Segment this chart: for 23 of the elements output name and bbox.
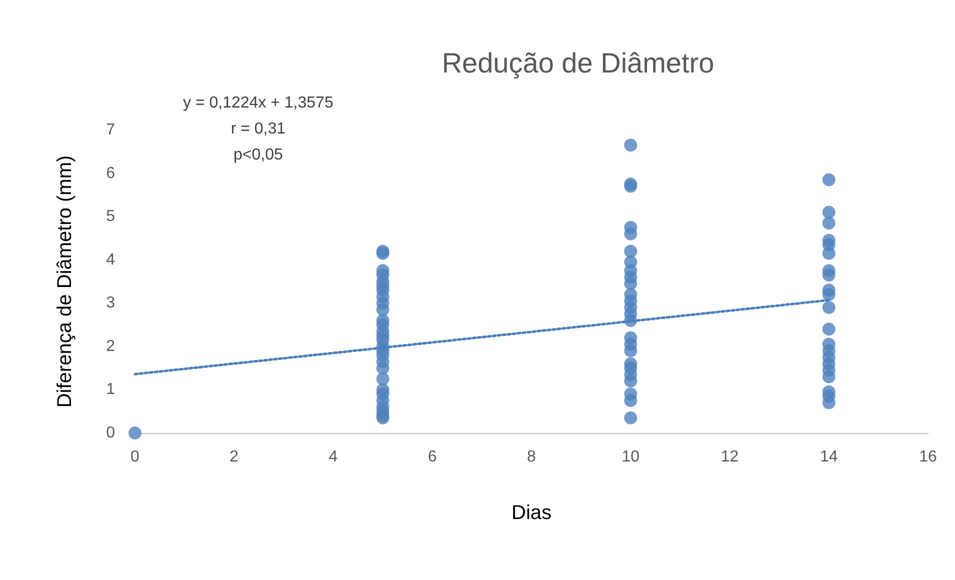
annotation: r = 0,31: [230, 120, 286, 138]
y-axis-title: Diferença de Diâmetro (mm): [54, 155, 76, 408]
x-tick-label: 12: [720, 448, 739, 466]
x-tick-label: 14: [820, 448, 838, 466]
y-tick-label: 7: [106, 122, 116, 138]
x-tick-label: 8: [527, 448, 536, 466]
x-tick-label: 10: [622, 448, 640, 466]
chart-title: Redução de Diâmetro: [442, 48, 714, 78]
y-tick-label: 5: [106, 208, 116, 226]
y-tick-label: 4: [106, 251, 116, 268]
x-tick-label: 0: [130, 448, 140, 466]
x-tick-label: 6: [428, 448, 437, 466]
y-tick-label: 0: [106, 424, 116, 442]
x-tick-label: 16: [919, 448, 937, 466]
annotation: p<0,05: [233, 146, 283, 164]
y-tick-label: 3: [106, 294, 116, 312]
x-axis-title: Dias: [511, 502, 552, 524]
x-tick-label: 4: [328, 448, 338, 466]
y-tick-label: 2: [106, 338, 116, 355]
y-tick-label: 6: [106, 164, 116, 182]
y-tick-label: 1: [106, 381, 116, 398]
x-tick-label: 2: [230, 448, 239, 466]
text: y = 0,1224x + 1,3575: [183, 94, 334, 112]
